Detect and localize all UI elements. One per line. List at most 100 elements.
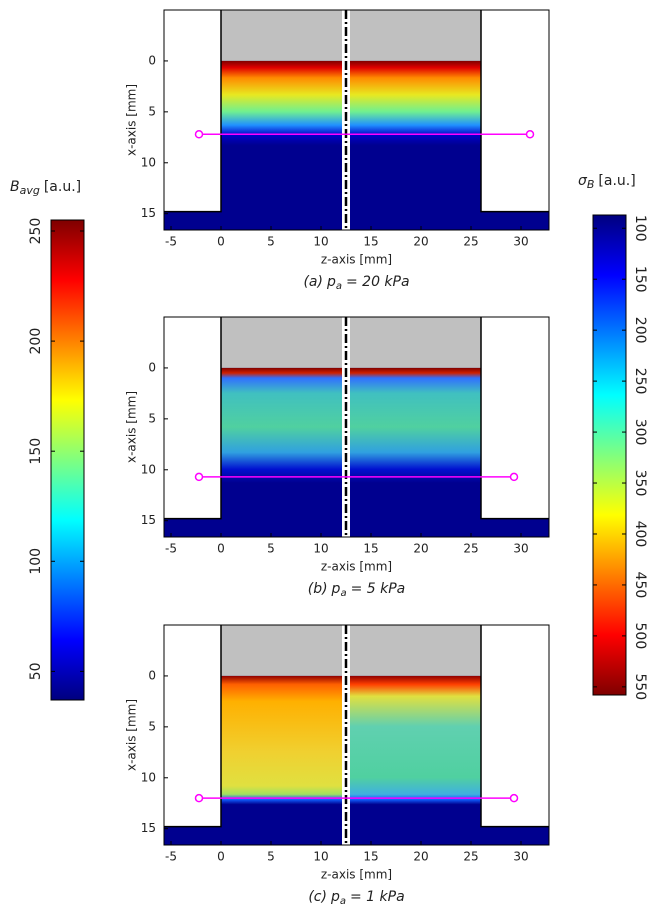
- colorbar-label-part: [a.u.]: [44, 179, 81, 195]
- colorbar-tick-label: 200: [28, 328, 44, 355]
- wall-edge: [480, 10, 549, 213]
- heatmap-right: [346, 367, 481, 537]
- colorbar-tick-label: 350: [632, 470, 648, 497]
- y-axis-label: x-axis [mm]: [125, 699, 139, 771]
- colorbar-label: σB [a.u.]: [578, 173, 636, 191]
- caption-part: a: [340, 588, 346, 599]
- caption: (a) pa = 20 kPa: [303, 274, 409, 292]
- y-tick-label: 5: [148, 104, 156, 118]
- x-tick-label: 25: [463, 542, 478, 556]
- wall-edge: [164, 10, 222, 213]
- profile-end: [194, 472, 204, 482]
- caption-part: = 5 kPa: [351, 581, 406, 597]
- wall-edge: [480, 317, 549, 520]
- y-axis-label: x-axis [mm]: [125, 84, 139, 156]
- y-tick-label: 15: [141, 821, 156, 835]
- colorbar-label-part: [a.u.]: [598, 173, 635, 189]
- x-tick-label: 15: [363, 542, 378, 556]
- x-axis-label: z-axis [mm]: [321, 253, 392, 267]
- nozzle-region: [221, 10, 481, 61]
- y-tick-label: 5: [148, 411, 156, 425]
- x-tick-label: 15: [363, 235, 378, 249]
- caption-part: p: [330, 889, 340, 905]
- colorbar-tick-label: 50: [28, 662, 44, 680]
- y-tick-label: 0: [148, 668, 156, 682]
- nozzle-region: [221, 625, 481, 676]
- colorbar: [592, 214, 627, 696]
- heatmap-left: [221, 675, 346, 845]
- x-tick-label: -5: [165, 850, 177, 864]
- x-axis-label: z-axis [mm]: [321, 560, 392, 574]
- wall-right: [481, 317, 549, 519]
- colorbar-label-part: B: [10, 179, 20, 195]
- x-tick-label: 10: [313, 850, 328, 864]
- wall-left: [164, 10, 221, 212]
- x-tick-label: 20: [413, 235, 428, 249]
- caption-part: a: [336, 281, 342, 292]
- nozzle-region: [221, 317, 481, 368]
- colorbar-tick-label: 300: [632, 419, 648, 446]
- colorbar-tick-label: 500: [632, 623, 648, 650]
- axes-frame: [163, 9, 550, 231]
- caption-part: p: [326, 274, 336, 290]
- profile-end: [194, 130, 204, 139]
- caption-part: a: [340, 896, 346, 907]
- y-tick-label: 15: [141, 206, 156, 220]
- colorbar-tick-label: 550: [632, 673, 648, 700]
- x-tick-label: 30: [513, 542, 528, 556]
- caption-part: = 1 kPa: [350, 889, 405, 905]
- y-tick-label: 15: [141, 513, 156, 527]
- colorbar-tick-label: 100: [632, 215, 648, 242]
- wall-right: [481, 625, 549, 827]
- colorbar-tick-label: 150: [28, 438, 44, 465]
- colorbar-tick-label: 200: [632, 317, 648, 344]
- caption: (c) pa = 1 kPa: [308, 889, 404, 907]
- wall-edge: [164, 625, 222, 828]
- colorbar-label: Bavg [a.u.]: [10, 179, 81, 197]
- colorbar-tick-label: 250: [632, 368, 648, 395]
- heatmap-right: [346, 60, 481, 230]
- caption-part: (b): [308, 581, 328, 597]
- profile-end: [194, 793, 204, 803]
- wall-edge: [480, 625, 549, 828]
- x-tick-label: 10: [313, 542, 328, 556]
- heatmap-left: [221, 60, 346, 230]
- y-tick-label: 10: [141, 770, 156, 784]
- colorbar-label-part: avg: [20, 184, 40, 197]
- x-tick-label: -5: [165, 542, 177, 556]
- colorbar-tick-label: 400: [632, 521, 648, 548]
- x-tick-label: 20: [413, 542, 428, 556]
- profile-end: [509, 472, 519, 482]
- caption-part: (a): [303, 274, 323, 290]
- caption-part: (c): [308, 889, 327, 905]
- caption: (b) pa = 5 kPa: [308, 581, 406, 599]
- x-tick-label: -5: [165, 235, 177, 249]
- x-tick-label: 0: [217, 235, 225, 249]
- x-tick-label: 0: [217, 542, 225, 556]
- x-tick-label: 5: [267, 850, 275, 864]
- caption-part: = 20 kPa: [346, 274, 410, 290]
- y-tick-label: 5: [148, 719, 156, 733]
- x-axis-label: z-axis [mm]: [321, 868, 392, 882]
- colorbar: [50, 219, 85, 701]
- x-tick-label: 0: [217, 850, 225, 864]
- colorbar-label-part: B: [587, 178, 595, 191]
- x-tick-label: 10: [313, 235, 328, 249]
- colorbar-label-part: σ: [578, 173, 588, 189]
- x-tick-label: 25: [463, 850, 478, 864]
- wall-right: [481, 10, 549, 212]
- x-tick-label: 15: [363, 850, 378, 864]
- y-tick-label: 10: [141, 155, 156, 169]
- profile-end: [525, 130, 535, 139]
- x-tick-label: 30: [513, 850, 528, 864]
- colorbar-tick-label: 250: [28, 218, 44, 245]
- wall-left: [164, 317, 221, 519]
- colorbar-tick-label: 450: [632, 572, 648, 599]
- x-tick-label: 5: [267, 542, 275, 556]
- wall-left: [164, 625, 221, 827]
- heatmap-right: [346, 675, 481, 845]
- y-tick-label: 0: [148, 53, 156, 67]
- axes-frame: [163, 624, 550, 846]
- x-tick-label: 25: [463, 235, 478, 249]
